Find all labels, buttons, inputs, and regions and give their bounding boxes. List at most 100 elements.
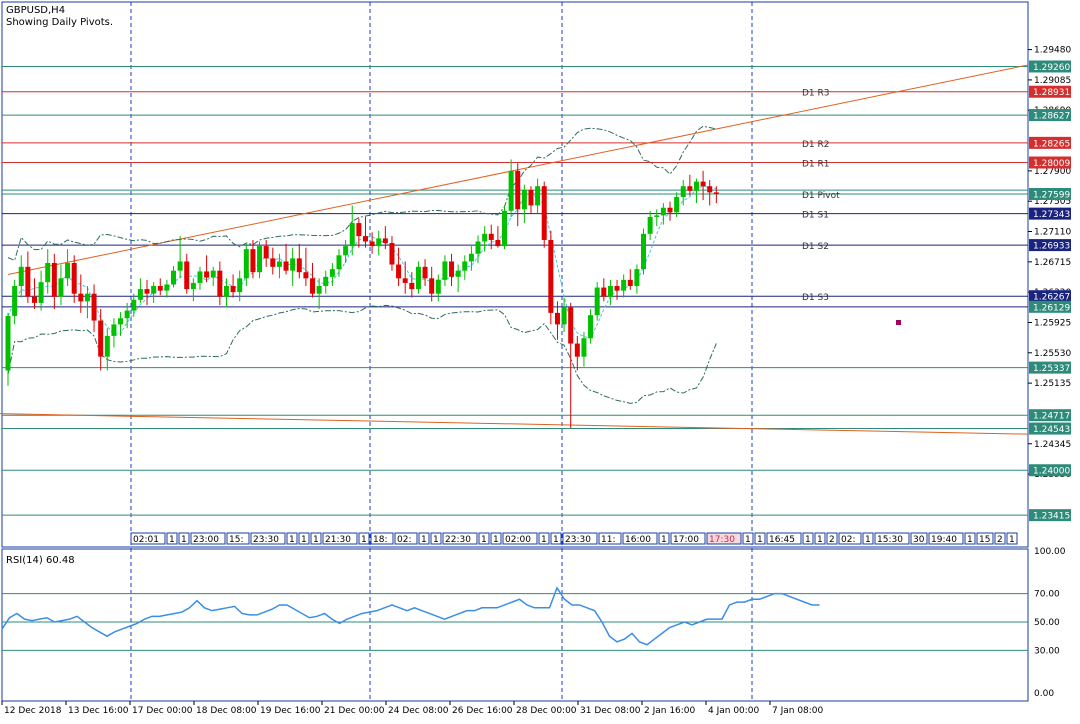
time-tick-label: 1	[967, 535, 973, 545]
time-tick-box	[490, 532, 502, 545]
time-tick-label: 15	[979, 535, 990, 545]
time-tick-label: 1	[661, 535, 667, 545]
candle-body	[382, 238, 388, 244]
candle-body	[250, 249, 256, 273]
x-tick-label: 18 Dec 08:00	[196, 706, 257, 716]
horizontal-levels	[2, 65, 1028, 516]
candle-body	[177, 261, 183, 271]
candle-body	[204, 271, 210, 278]
price-level-label: 1.23415	[1033, 512, 1070, 522]
price-tick-label: 1.27900	[1034, 167, 1071, 177]
candle-body	[588, 315, 594, 339]
time-tick-box	[562, 532, 598, 545]
x-tick-label: 12 Dec 2018	[4, 706, 62, 716]
time-tick-label: 1	[805, 535, 811, 545]
candle-body	[217, 270, 223, 297]
candle-body	[488, 233, 494, 240]
candle-body	[124, 310, 130, 319]
pivot-label: D1 S2	[802, 242, 829, 252]
time-tick-box	[178, 532, 190, 545]
pivot-labels: D1 R3 D1 R2 D1 R1 D1 Pivot D1 S1 D1 S2 D1 S3	[802, 89, 840, 303]
time-tick-box	[742, 532, 754, 545]
pivot-label: D1 Pivot	[802, 191, 840, 201]
price-tick-label: 1.27110	[1034, 228, 1071, 238]
candle-body	[627, 279, 633, 287]
price-level-badge	[1029, 85, 1071, 98]
time-tick-label: 1	[481, 535, 487, 545]
candle-body	[402, 278, 408, 283]
price-tick-label: 1.25925	[1034, 318, 1071, 328]
rsi-tick-label: 50.00	[1034, 618, 1060, 628]
x-tick-label: 2 Jan 16:00	[644, 706, 696, 716]
candle-body	[210, 270, 216, 278]
candle-body	[78, 293, 84, 302]
candle-body	[237, 278, 243, 293]
time-tick-box	[166, 532, 178, 545]
candle-body	[422, 266, 428, 279]
candle-body	[223, 286, 229, 297]
time-tick-box	[1006, 532, 1018, 545]
candle-body	[455, 270, 461, 277]
time-tick-label: 1	[361, 535, 367, 545]
price-level-label: 1.27599	[1033, 190, 1070, 200]
candle-body	[607, 286, 613, 297]
time-tick-box	[502, 532, 538, 545]
time-tick-label: 15:	[229, 535, 243, 545]
candle-body	[554, 312, 560, 325]
time-tick-label: 1	[433, 535, 439, 545]
price-level-badge	[1029, 409, 1071, 422]
candle-body	[71, 262, 77, 294]
candle-body	[131, 299, 137, 311]
candle-body	[270, 258, 276, 267]
candle-body	[449, 261, 455, 277]
candle-body	[118, 318, 124, 325]
time-tick-box	[766, 532, 802, 545]
time-tick-box	[622, 532, 658, 545]
candle-body	[243, 249, 249, 279]
x-tick-label: 24 Dec 08:00	[388, 706, 449, 716]
candle-body	[356, 223, 362, 237]
x-tick-label: 4 Jan 00:00	[708, 706, 760, 716]
time-tick-box	[964, 532, 976, 545]
time-tick-box	[538, 532, 550, 545]
x-tick-label: 26 Dec 16:00	[452, 706, 513, 716]
time-tick-box	[310, 532, 322, 545]
time-tick-label: 02:01	[133, 535, 159, 545]
price-level-badge	[1029, 136, 1071, 149]
candle-body	[376, 238, 382, 247]
time-tick-box	[358, 532, 370, 545]
time-tick-label: 1	[817, 535, 823, 545]
time-tick-label: 1	[181, 535, 187, 545]
candle-body	[654, 215, 660, 217]
rsi-tick-label: 100.00	[1034, 547, 1066, 557]
price-level-badge	[1029, 361, 1071, 374]
time-tick-box	[802, 532, 814, 545]
moving-average	[7, 185, 717, 340]
x-axis: 12 Dec 2018 13 Dec 16:00 17 Dec 00:00 18 De…	[1, 701, 824, 716]
candle-body	[429, 278, 435, 294]
price-level-badge	[1029, 60, 1071, 73]
time-tick-box	[298, 532, 310, 545]
chart-subtitle: Showing Daily Pivots.	[6, 17, 113, 28]
time-tick-box	[478, 532, 490, 545]
price-level-badge	[1029, 290, 1071, 303]
time-tick-box	[910, 532, 928, 545]
price-axis: 1.294801.290851.286901.279001.275051.271…	[1028, 46, 1071, 522]
time-tick-label: 22:30	[445, 535, 471, 545]
price-tick-label: 1.27505	[1034, 197, 1071, 207]
time-tick-label: 23:30	[565, 535, 591, 545]
time-ticks: 02:01 1 1 23:00 15: 23:30 1 1 1 21:30 1 18: 02: 1 1 22:…	[130, 532, 1018, 545]
time-tick-label: 1	[301, 535, 307, 545]
time-tick-box	[190, 532, 226, 545]
candle-body	[541, 186, 547, 240]
price-level-badge	[1029, 207, 1071, 220]
candle-body	[263, 246, 269, 259]
candle-body	[25, 266, 31, 297]
candle-body	[468, 253, 474, 262]
price-level-label: 1.28265	[1033, 139, 1070, 149]
time-tick-box	[874, 532, 910, 545]
time-tick-label: 21:30	[325, 535, 351, 545]
time-tick-box	[130, 532, 166, 545]
price-level-badge	[1029, 300, 1071, 313]
